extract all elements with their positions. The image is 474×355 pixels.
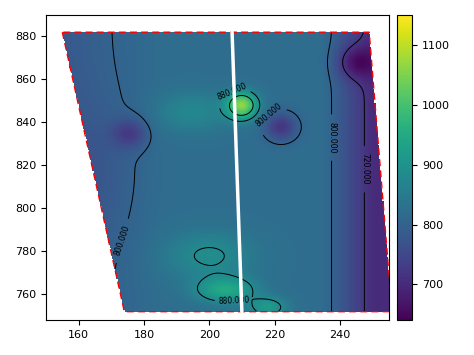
Text: 880.000: 880.000 bbox=[216, 82, 248, 102]
Text: 800.000: 800.000 bbox=[112, 224, 131, 257]
Text: 800.000: 800.000 bbox=[254, 102, 283, 129]
Text: 800.000: 800.000 bbox=[327, 122, 336, 153]
Text: 720.000: 720.000 bbox=[360, 153, 369, 185]
Text: 880.000: 880.000 bbox=[218, 296, 250, 306]
